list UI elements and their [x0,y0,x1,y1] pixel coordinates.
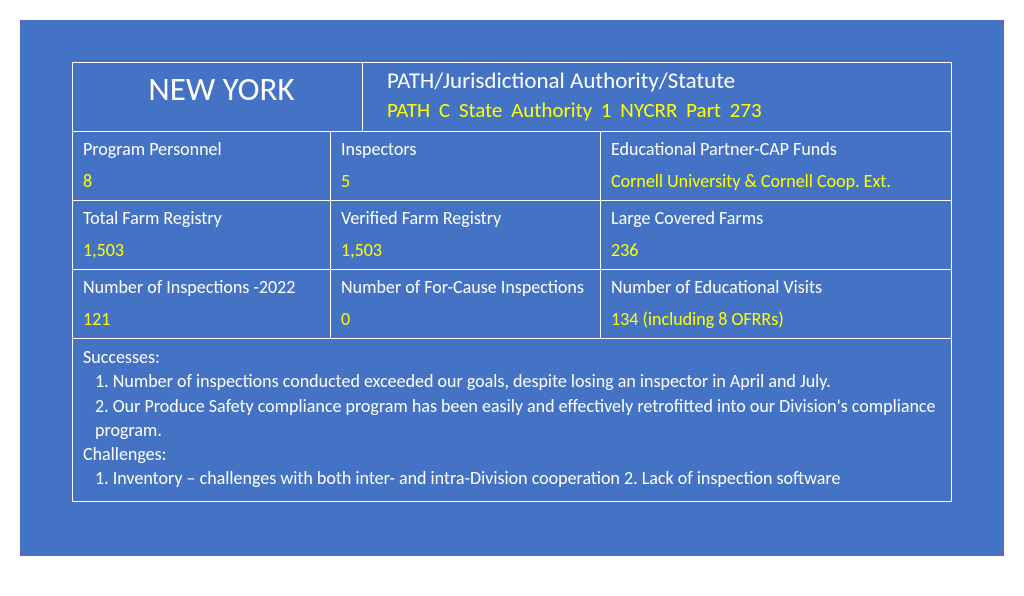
row-inspections: Number of Inspections -2022 121 Number o… [73,270,951,339]
row-registry: Total Farm Registry 1,503 Verified Farm … [73,201,951,270]
cell-for-cause: Number of For-Cause Inspections 0 [331,270,601,338]
state-name: NEW YORK [148,69,294,109]
successes-heading: Successes: [83,345,941,369]
row-personnel: Program Personnel 8 Inspectors 5 Educati… [73,132,951,201]
state-cell: NEW YORK [73,63,363,131]
slide: NEW YORK PATH/Jurisdictional Authority/S… [20,20,1004,556]
cell-total-registry: Total Farm Registry 1,503 [73,201,331,269]
path-cell: PATH/Jurisdictional Authority/Statute PA… [363,63,951,131]
path-title: PATH/Jurisdictional Authority/Statute [387,67,941,95]
value: 121 [83,308,320,330]
value: 8 [83,170,320,192]
label: Inspectors [341,138,590,160]
value: Cornell University & Cornell Coop. Ext. [611,170,941,192]
path-value: PATH C State Authority 1 NYCRR Part 273 [387,97,941,123]
row-notes: Successes: 1. Number of inspections cond… [73,339,951,501]
cell-inspectors: Inspectors 5 [331,132,601,200]
label: Educational Partner-CAP Funds [611,138,941,160]
label: Large Covered Farms [611,207,941,229]
value: 1,503 [341,239,590,261]
value: 1,503 [83,239,320,261]
cell-large-covered: Large Covered Farms 236 [601,201,951,269]
success-item-1: 1. Number of inspections conducted excee… [83,369,941,393]
label: Program Personnel [83,138,320,160]
summary-table: NEW YORK PATH/Jurisdictional Authority/S… [72,62,952,502]
cell-edu-visits: Number of Educational Visits 134 (includ… [601,270,951,338]
label: Number of Educational Visits [611,276,941,298]
header-row: NEW YORK PATH/Jurisdictional Authority/S… [73,63,951,132]
value: 0 [341,308,590,330]
challenges-line: 1. Inventory – challenges with both inte… [83,466,941,490]
label: Total Farm Registry [83,207,320,229]
value: 134 (including 8 OFRRs) [611,308,941,330]
label: Verified Farm Registry [341,207,590,229]
cell-educational-partner: Educational Partner-CAP Funds Cornell Un… [601,132,951,200]
cell-verified-registry: Verified Farm Registry 1,503 [331,201,601,269]
value: 5 [341,170,590,192]
cell-num-inspections: Number of Inspections -2022 121 [73,270,331,338]
value: 236 [611,239,941,261]
label: Number of Inspections -2022 [83,276,320,298]
success-item-2: 2. Our Produce Safety compliance program… [83,394,941,443]
cell-program-personnel: Program Personnel 8 [73,132,331,200]
challenges-heading: Challenges: [83,442,941,466]
notes-cell: Successes: 1. Number of inspections cond… [73,339,951,501]
label: Number of For-Cause Inspections [341,276,590,298]
